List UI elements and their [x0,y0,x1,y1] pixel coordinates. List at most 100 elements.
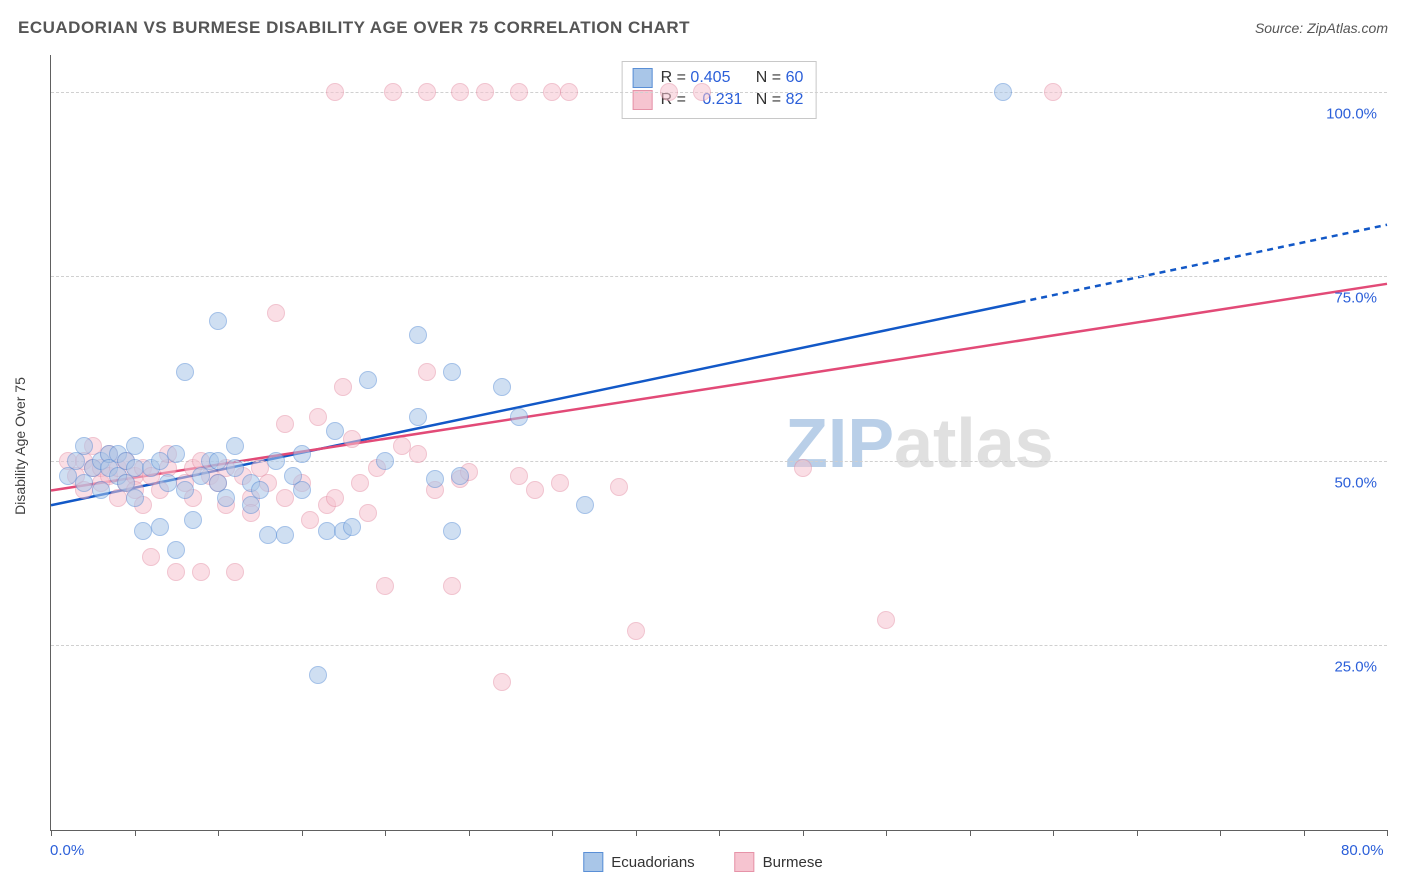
data-point [443,577,461,595]
x-tick [1137,830,1138,836]
x-tick [1304,830,1305,836]
data-point [301,511,319,529]
data-point [209,312,227,330]
data-point [409,326,427,344]
data-point [318,522,336,540]
x-tick [636,830,637,836]
data-point [259,526,277,544]
source-label: Source: ZipAtlas.com [1255,20,1388,36]
data-point [426,470,444,488]
data-point [226,563,244,581]
x-tick [1387,830,1388,836]
legend-item-b: Burmese [735,852,823,872]
stats-text-b: R = 0.231 N = 82 [661,91,804,109]
data-point [451,467,469,485]
stats-legend-row-a: R = 0.405 N = 60 [633,68,804,88]
data-point [451,83,469,101]
data-point [176,363,194,381]
x-tick [1220,830,1221,836]
series-b-name: Burmese [763,854,823,871]
series-a-swatch-icon [583,852,603,872]
data-point [267,304,285,322]
data-point [794,459,812,477]
x-tick [719,830,720,836]
data-point [418,83,436,101]
data-point [326,489,344,507]
data-point [276,526,294,544]
series-a-name: Ecuadorians [611,854,694,871]
data-point [359,371,377,389]
data-point [92,481,110,499]
legend-item-a: Ecuadorians [583,852,694,872]
y-tick-label: 50.0% [1334,474,1377,491]
data-point [409,445,427,463]
data-point [551,474,569,492]
y-tick-label: 25.0% [1334,659,1377,676]
data-point [660,83,678,101]
x-tick [1053,830,1054,836]
data-point [167,445,185,463]
data-point [134,522,152,540]
data-point [384,83,402,101]
data-point [418,363,436,381]
data-point [376,452,394,470]
data-point [409,408,427,426]
data-point [493,378,511,396]
data-point [443,522,461,540]
data-point [192,563,210,581]
x-tick [135,830,136,836]
data-point [293,481,311,499]
data-point [142,548,160,566]
data-point [151,518,169,536]
data-point [326,422,344,440]
x-tick [469,830,470,836]
x-axis-min-label: 0.0% [50,842,84,859]
data-point [493,673,511,691]
data-point [151,452,169,470]
gridline [51,276,1387,277]
data-point [267,452,285,470]
data-point [126,459,144,477]
data-point [309,408,327,426]
stats-legend-row-b: R = 0.231 N = 82 [633,90,804,110]
data-point [510,467,528,485]
data-point [393,437,411,455]
data-point [343,430,361,448]
data-point [159,474,177,492]
data-point [693,83,711,101]
trend-lines [51,55,1387,830]
data-point [184,511,202,529]
gridline [51,92,1387,93]
chart-plot-area: ZIPatlas R = 0.405 N = 60 R = 0.231 N = … [50,55,1387,831]
data-point [560,83,578,101]
data-point [510,408,528,426]
data-point [1044,83,1062,101]
data-point [167,541,185,559]
y-tick-label: 75.0% [1334,290,1377,307]
x-tick [302,830,303,836]
data-point [326,83,344,101]
data-point [176,481,194,499]
data-point [226,437,244,455]
data-point [126,437,144,455]
data-point [343,518,361,536]
data-point [226,459,244,477]
data-point [359,504,377,522]
gridline [51,461,1387,462]
data-point [994,83,1012,101]
data-point [209,452,227,470]
data-point [251,481,269,499]
data-point [443,363,461,381]
data-point [351,474,369,492]
data-point [627,622,645,640]
data-point [217,489,235,507]
data-point [476,83,494,101]
data-point [543,83,561,101]
x-tick [552,830,553,836]
x-tick [803,830,804,836]
y-axis-label: Disability Age Over 75 [12,377,28,515]
data-point [126,489,144,507]
x-tick [970,830,971,836]
y-tick-label: 100.0% [1326,105,1377,122]
x-tick [886,830,887,836]
